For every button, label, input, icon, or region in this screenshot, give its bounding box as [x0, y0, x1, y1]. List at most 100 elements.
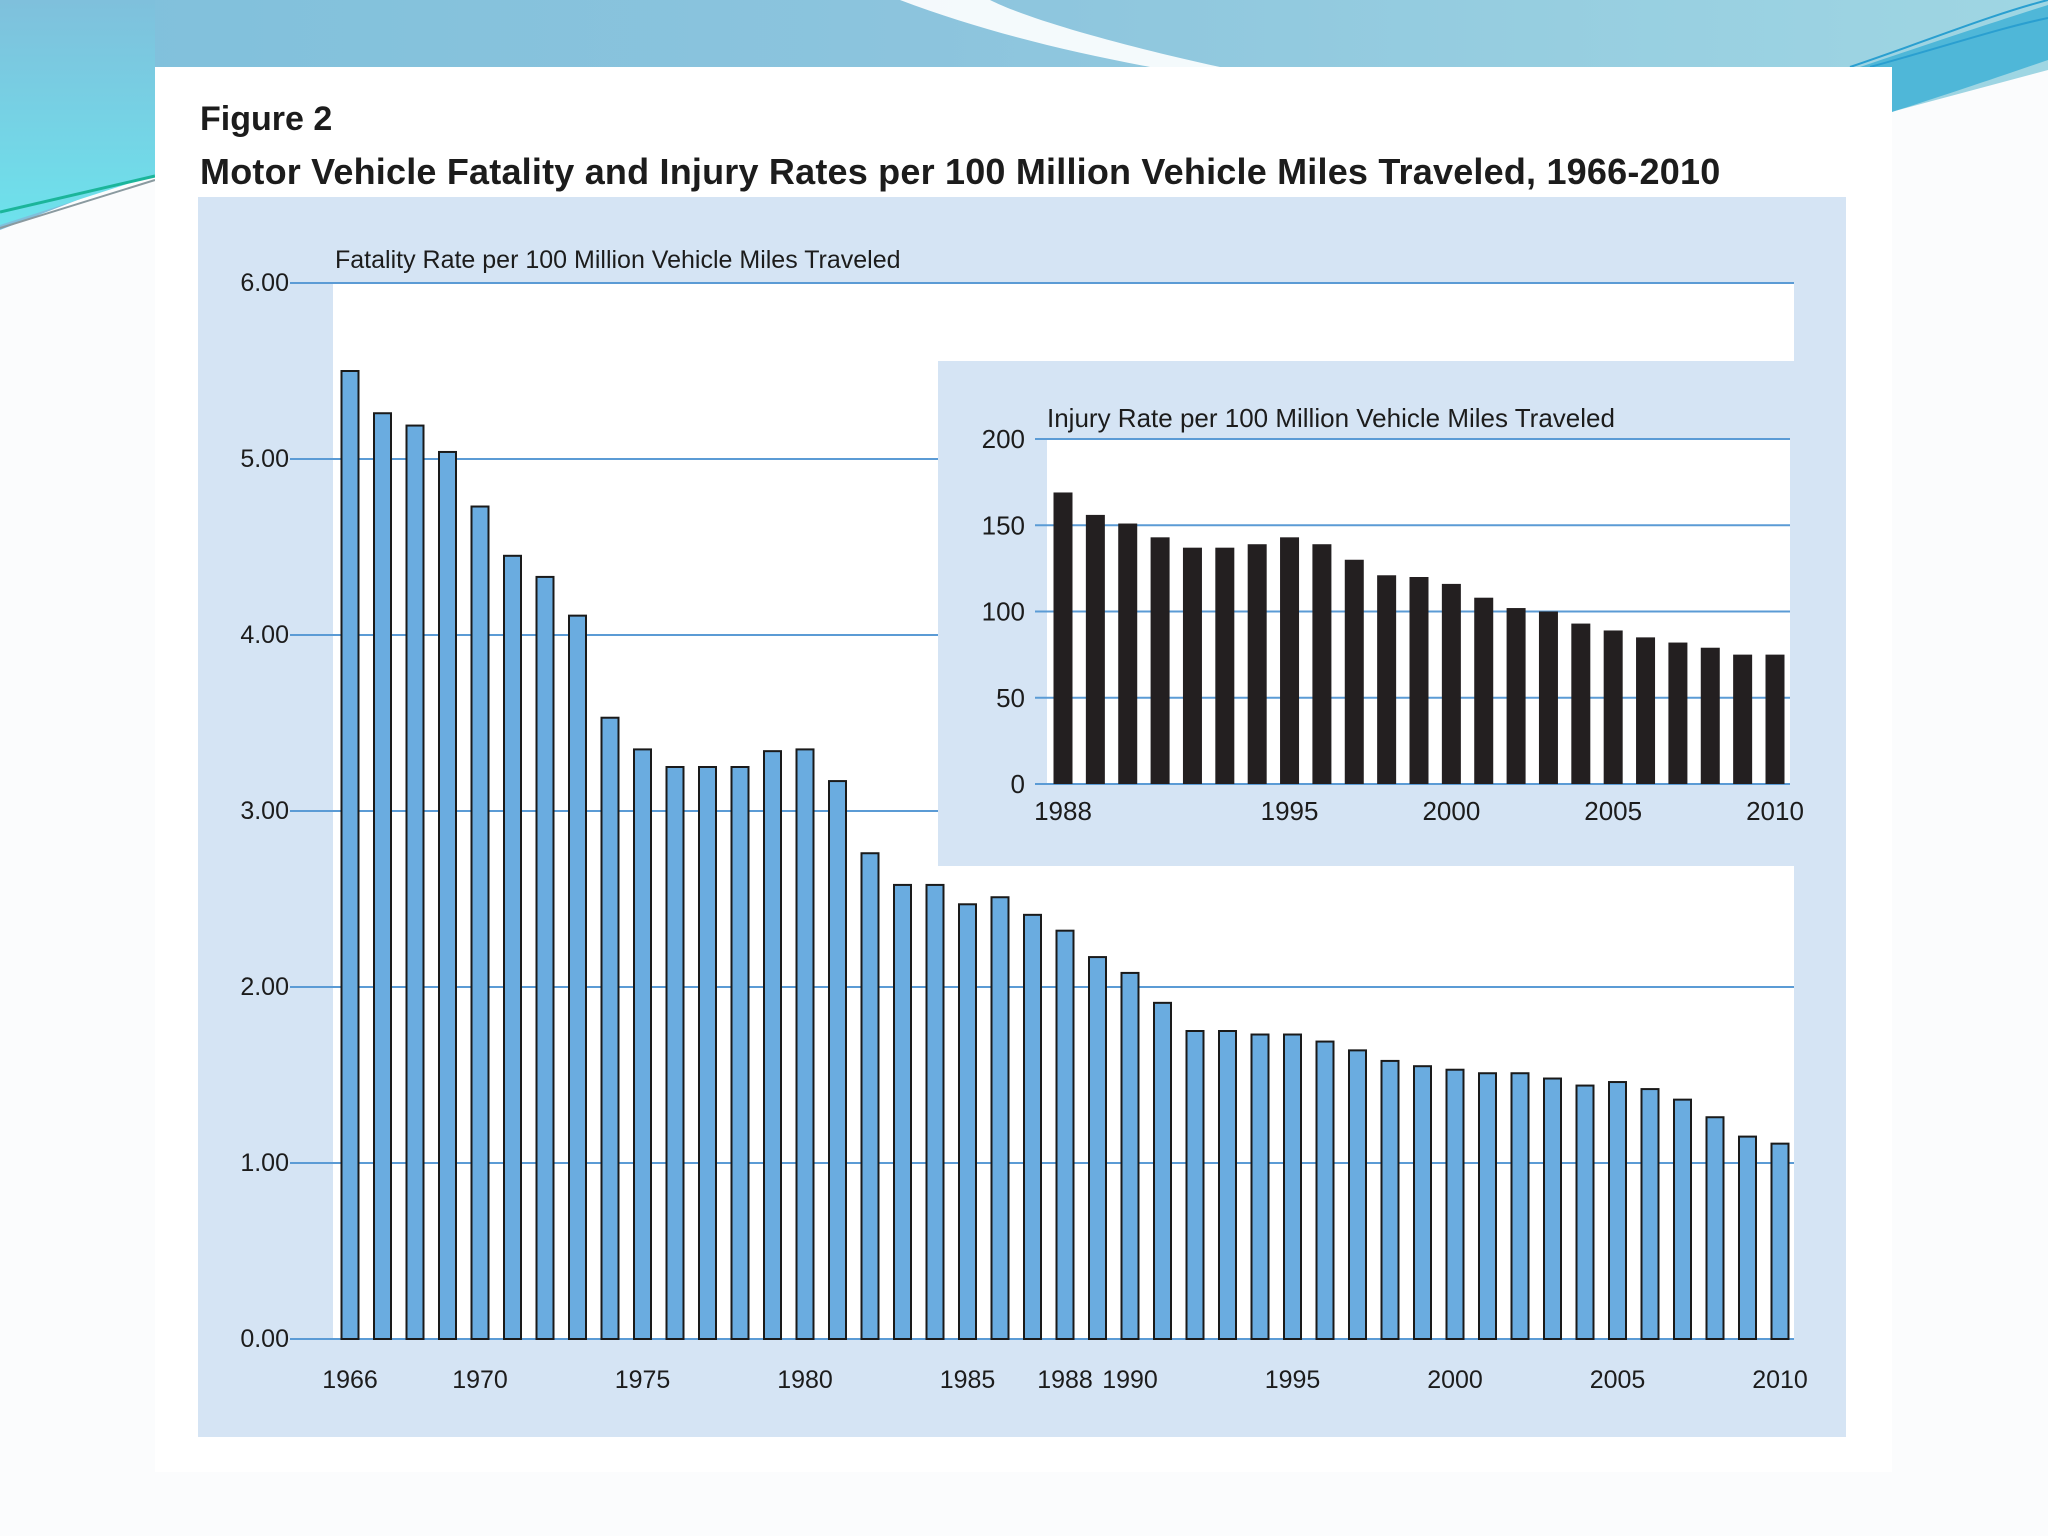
- injury-bar-2009: [1733, 654, 1753, 784]
- fatality-bar-1979: [763, 750, 782, 1340]
- fatality-bar-2001: [1478, 1072, 1497, 1340]
- injury-y-tick-label: 50: [996, 683, 1025, 713]
- fatality-y-tick-label: 2.00: [240, 973, 289, 1001]
- white-swoosh: [900, 0, 1220, 67]
- fatality-y-tick-label: 0.00: [240, 1325, 289, 1353]
- fatality-bar-1993: [1218, 1030, 1237, 1340]
- fatality-bar-1973: [568, 614, 587, 1340]
- fatality-bar-2009: [1738, 1135, 1757, 1340]
- fatality-bar-1967: [373, 412, 392, 1340]
- fatality-bar-1991: [1153, 1001, 1172, 1341]
- fatality-bar-2008: [1705, 1116, 1725, 1340]
- injury-bar-1999: [1409, 577, 1429, 784]
- fatality-x-tick-label: 1985: [940, 1366, 996, 1394]
- injury-chart-title: Injury Rate per 100 Million Vehicle Mile…: [1047, 403, 1615, 433]
- injury-y-tick-label: 0: [1011, 769, 1025, 799]
- injury-bar-1997: [1344, 559, 1364, 784]
- left-gray-line: [0, 179, 156, 229]
- injury-bar-2006: [1636, 637, 1656, 784]
- right-swoosh: [1860, 5, 2048, 112]
- injury-x-tick-label: 2010: [1746, 796, 1804, 826]
- injury-bar-2003: [1538, 611, 1558, 784]
- fatality-x-tick-label: 2010: [1752, 1366, 1808, 1394]
- fatality-x-tick-label: 1975: [615, 1366, 671, 1394]
- injury-bar-2004: [1571, 623, 1591, 784]
- fatality-x-tick-label: 2000: [1427, 1366, 1483, 1394]
- fatality-bar-1977: [698, 766, 717, 1340]
- fatality-x-tick-label: 1966: [322, 1366, 378, 1394]
- fatality-bar-1968: [405, 424, 425, 1340]
- fatality-bar-1990: [1120, 971, 1140, 1340]
- injury-bar-2000: [1441, 583, 1461, 784]
- injury-x-tick-label: 1995: [1261, 796, 1319, 826]
- top-wave-shape: [0, 0, 2048, 230]
- fatality-bar-1992: [1185, 1030, 1205, 1340]
- swoosh-line-2: [1869, 17, 2048, 68]
- fatality-bar-2002: [1510, 1072, 1530, 1340]
- fatality-bar-1999: [1413, 1065, 1432, 1340]
- fatality-y-tick-label: 4.00: [240, 621, 289, 649]
- injury-y-tick-label: 200: [982, 424, 1025, 454]
- injury-x-tick-label: 2000: [1422, 796, 1480, 826]
- fatality-bar-1978: [730, 766, 750, 1340]
- injury-bar-2002: [1506, 608, 1526, 784]
- injury-bar-1988: [1053, 492, 1073, 784]
- fatality-bar-1996: [1315, 1040, 1335, 1341]
- fatality-x-tick-label: 1970: [452, 1366, 508, 1394]
- injury-bar-1993: [1215, 547, 1235, 784]
- injury-x-tick-label: 2005: [1584, 796, 1642, 826]
- fatality-bar-1966: [340, 370, 360, 1340]
- fatality-bar-1980: [795, 748, 815, 1340]
- fatality-bar-1982: [860, 852, 880, 1340]
- fatality-bar-1969: [438, 450, 457, 1340]
- fatality-y-tick-label: 5.00: [240, 445, 289, 473]
- fatality-bar-1971: [503, 554, 522, 1340]
- injury-bar-2007: [1668, 642, 1688, 784]
- fatality-bar-2006: [1640, 1088, 1660, 1340]
- fatality-x-tick-label: 1988: [1037, 1366, 1093, 1394]
- fatality-chart-title: Fatality Rate per 100 Million Vehicle Mi…: [335, 246, 901, 274]
- injury-bar-2005: [1603, 630, 1623, 784]
- injury-y-tick-label: 100: [982, 597, 1025, 627]
- fatality-bar-1987: [1023, 913, 1042, 1341]
- fatality-bar-1975: [633, 748, 652, 1340]
- fatality-x-tick-label: 1995: [1265, 1366, 1321, 1394]
- figure-title: Motor Vehicle Fatality and Injury Rates …: [200, 151, 1721, 192]
- fatality-bar-1995: [1283, 1033, 1302, 1341]
- fatality-bar-1970: [470, 505, 490, 1340]
- fatality-y-tick-label: 6.00: [240, 269, 289, 297]
- injury-bar-2008: [1700, 647, 1720, 784]
- fatality-bar-2005: [1608, 1081, 1627, 1341]
- fatality-bar-1983: [893, 883, 912, 1340]
- injury-chart-inset: 0 50 100 150 200 Injury Rate per 100 Million …: [938, 361, 1804, 866]
- fatality-bar-1985: [958, 903, 977, 1341]
- fatality-y-tick-label: 1.00: [240, 1149, 289, 1177]
- fatality-bar-1989: [1088, 956, 1107, 1341]
- fatality-bar-2007: [1673, 1098, 1692, 1341]
- left-wave-shape: [0, 0, 155, 225]
- injury-bar-1995: [1280, 537, 1300, 784]
- fatality-bar-1994: [1250, 1033, 1270, 1341]
- fatality-x-tick-label: 1990: [1102, 1366, 1158, 1394]
- injury-x-tick-label: 1988: [1034, 796, 1092, 826]
- injury-y-tick-label: 150: [982, 510, 1025, 540]
- injury-bar-1998: [1377, 575, 1397, 784]
- fatality-y-tick-label: 3.00: [240, 797, 289, 825]
- injury-bar-1991: [1150, 537, 1170, 784]
- fatality-bar-1986: [990, 896, 1010, 1340]
- fatality-bar-1976: [665, 766, 685, 1340]
- injury-bar-1992: [1182, 547, 1202, 784]
- fatality-x-tick-label: 1980: [777, 1366, 833, 1394]
- fatality-bar-2003: [1543, 1077, 1562, 1341]
- fatality-bar-2004: [1575, 1084, 1595, 1341]
- fatality-bar-1984: [925, 883, 945, 1340]
- injury-bar-1994: [1247, 544, 1267, 784]
- fatality-bar-1998: [1380, 1059, 1400, 1341]
- injury-bar-2001: [1474, 597, 1494, 784]
- fatality-bar-1972: [535, 575, 555, 1340]
- fatality-bar-1997: [1348, 1049, 1367, 1340]
- fatality-bar-2000: [1445, 1068, 1465, 1340]
- left-teal-line: [0, 174, 156, 214]
